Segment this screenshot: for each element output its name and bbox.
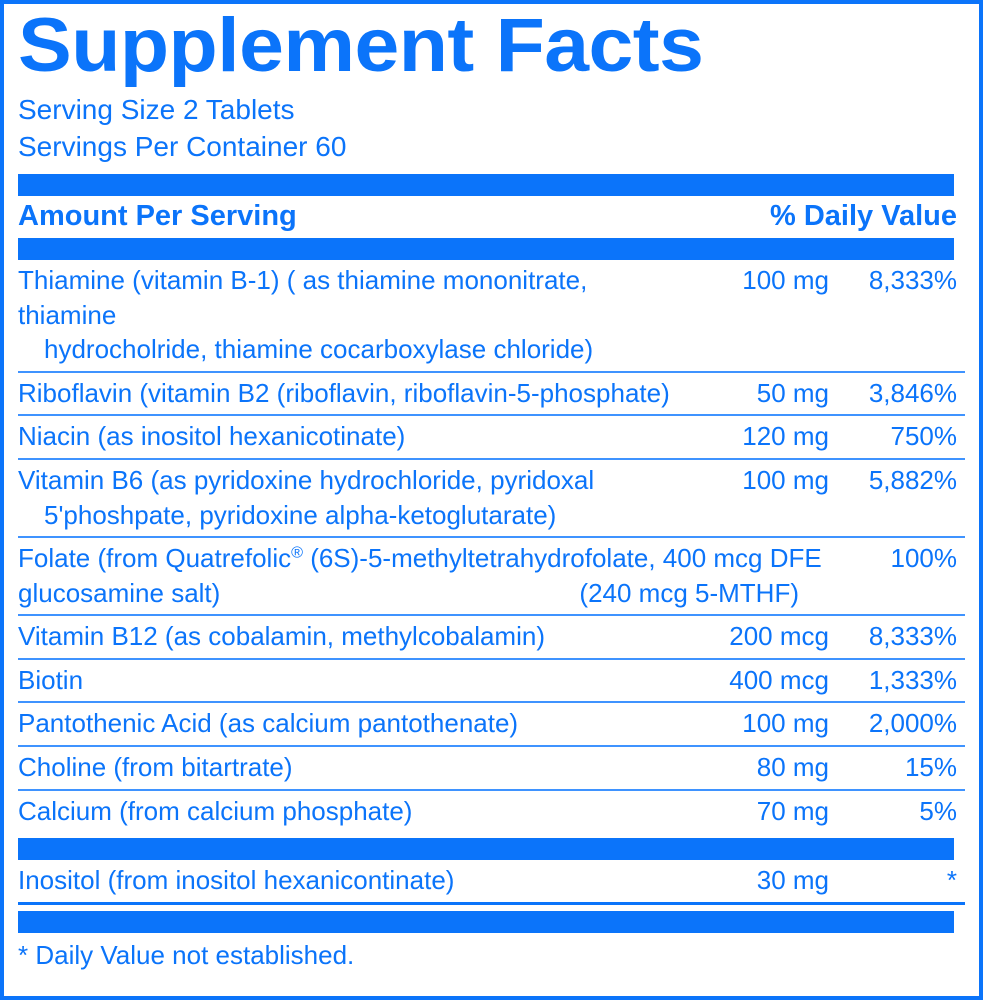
nutrient-daily-value: 8,333% [868, 621, 957, 652]
amount-per-serving-header: Amount Per Serving [18, 200, 297, 233]
header-divider-bar-bottom [18, 238, 954, 261]
nutrient-row-folate: Folate (from Quatrefolic® (6S)-5-methylt… [18, 538, 965, 614]
nutrient-daily-value: 1,333% [868, 664, 957, 695]
nutrient-amount: 400 mcg [729, 664, 829, 695]
nutrient-name: Niacin (as inositol hexanicotinate) [18, 421, 406, 452]
row-separator [18, 414, 965, 417]
nutrient-row: Vitamin B12 (as cobalamin, methylcobalam… [18, 616, 965, 658]
nutrient-row: Pantothenic Acid (as calcium pantothenat… [18, 703, 965, 745]
folate-amount-sub: (240 mcg 5-MTHF) [579, 577, 799, 608]
nutrient-daily-value: 100% [890, 543, 958, 574]
nutrient-name: Thiamine (vitamin B-1) ( as thiamine mon… [18, 263, 679, 367]
other-ingredient-row: Inositol (from inositol hexanicontinate)… [18, 860, 965, 902]
nutrient-row: Biotin 400 mcg 1,333% [18, 660, 965, 702]
footnote-divider-bar [18, 910, 954, 933]
folate-continuation: glucosamine salt) [18, 577, 221, 608]
nutrient-daily-value: 750% [890, 421, 958, 452]
footnote-text: * Daily Value not established. [18, 939, 355, 970]
row-separator [18, 701, 965, 704]
other-ingredient-amount: 30 mg [756, 865, 829, 896]
nutrient-row: Choline (from bitartrate) 80 mg 15% [18, 747, 965, 789]
daily-value-header: % Daily Value [770, 200, 957, 233]
serving-size: Serving Size 2 Tablets [18, 94, 295, 126]
nutrient-name: Biotin [18, 664, 84, 695]
row-separator [18, 788, 965, 791]
nutrient-name: Vitamin B12 (as cobalamin, methylcobalam… [18, 621, 545, 652]
folate-name-line2: glucosamine salt) (240 mcg 5-MTHF) [18, 576, 823, 611]
nutrient-amount: 80 mg [756, 752, 829, 783]
other-ingredient-daily-value: * [946, 865, 957, 896]
nutrient-name-line2: 5'phoshpate, pyridoxine alpha-ketoglutar… [44, 499, 557, 530]
row-separator [18, 745, 965, 748]
nutrient-row: Calcium (from calcium phosphate) 70 mg 5… [18, 791, 965, 833]
other-ingredients-divider-bar-top [18, 838, 954, 861]
row-separator [18, 657, 965, 660]
nutrient-name: Vitamin B6 (as pyridoxine hydrochloride,… [18, 463, 679, 532]
nutrient-name-line2: hydrocholride, thiamine cocarboxylase ch… [44, 334, 594, 365]
nutrient-amount: 120 mg [742, 421, 829, 452]
nutrient-name: Riboflavin (vitamin B2 (riboflavin, ribo… [18, 377, 670, 408]
servings-per-container: Servings Per Container 60 [18, 131, 347, 163]
nutrient-row: Niacin (as inositol hexanicotinate) 120 … [18, 416, 965, 458]
page-title: Supplement Facts [18, 3, 704, 88]
nutrient-name: Calcium (from calcium phosphate) [18, 795, 413, 826]
nutrient-name-line1: Thiamine (vitamin B-1) ( as thiamine mon… [18, 265, 588, 330]
nutrient-name: Choline (from bitartrate) [18, 752, 293, 783]
row-separator [18, 457, 965, 460]
nutrient-amount: 100 mg [742, 265, 829, 296]
nutrient-daily-value: 8,333% [868, 265, 957, 296]
nutrient-daily-value: 3,846% [868, 377, 957, 408]
nutrient-name-line1: Vitamin B6 (as pyridoxine hydrochloride,… [18, 464, 595, 495]
nutrient-name: Folate (from Quatrefolic® (6S)-5-methylt… [18, 541, 829, 610]
row-separator [18, 536, 965, 539]
row-separator [18, 370, 965, 373]
nutrient-row: Riboflavin (vitamin B2 (riboflavin, ribo… [18, 373, 965, 415]
nutrient-amount: 200 mcg [729, 621, 829, 652]
nutrient-daily-value: 5,882% [868, 464, 957, 495]
nutrient-amount: 50 mg [756, 377, 829, 408]
nutrient-amount: 100 mg [742, 464, 829, 495]
row-separator [18, 614, 965, 617]
header-divider-bar-top [18, 174, 954, 197]
registered-trademark-icon: ® [291, 543, 303, 562]
nutrient-daily-value: 5% [919, 795, 957, 826]
other-ingredient-name: Inositol (from inositol hexanicontinate) [18, 865, 455, 896]
footnote-rule [18, 901, 965, 905]
nutrient-amount: 100 mg [742, 708, 829, 739]
nutrient-row: Thiamine (vitamin B-1) ( as thiamine mon… [18, 260, 965, 371]
folate-name-suffix: (6S)-5-methyltetrahydrofolate, 400 mcg D… [302, 543, 822, 574]
column-headers: Amount Per Serving % Daily Value [18, 196, 965, 238]
nutrient-daily-value: 2,000% [868, 708, 957, 739]
folate-name-line1: Folate (from Quatrefolic® (6S)-5-methylt… [18, 541, 823, 576]
serving-info: Serving Size 2 Tablets Servings Per Cont… [18, 92, 965, 166]
nutrient-name: Pantothenic Acid (as calcium pantothenat… [18, 708, 519, 739]
nutrient-daily-value: 15% [904, 752, 957, 783]
folate-name-prefix: Folate (from Quatrefolic [18, 543, 292, 574]
nutrient-amount: 70 mg [756, 795, 829, 826]
nutrient-row: Vitamin B6 (as pyridoxine hydrochloride,… [18, 460, 965, 536]
